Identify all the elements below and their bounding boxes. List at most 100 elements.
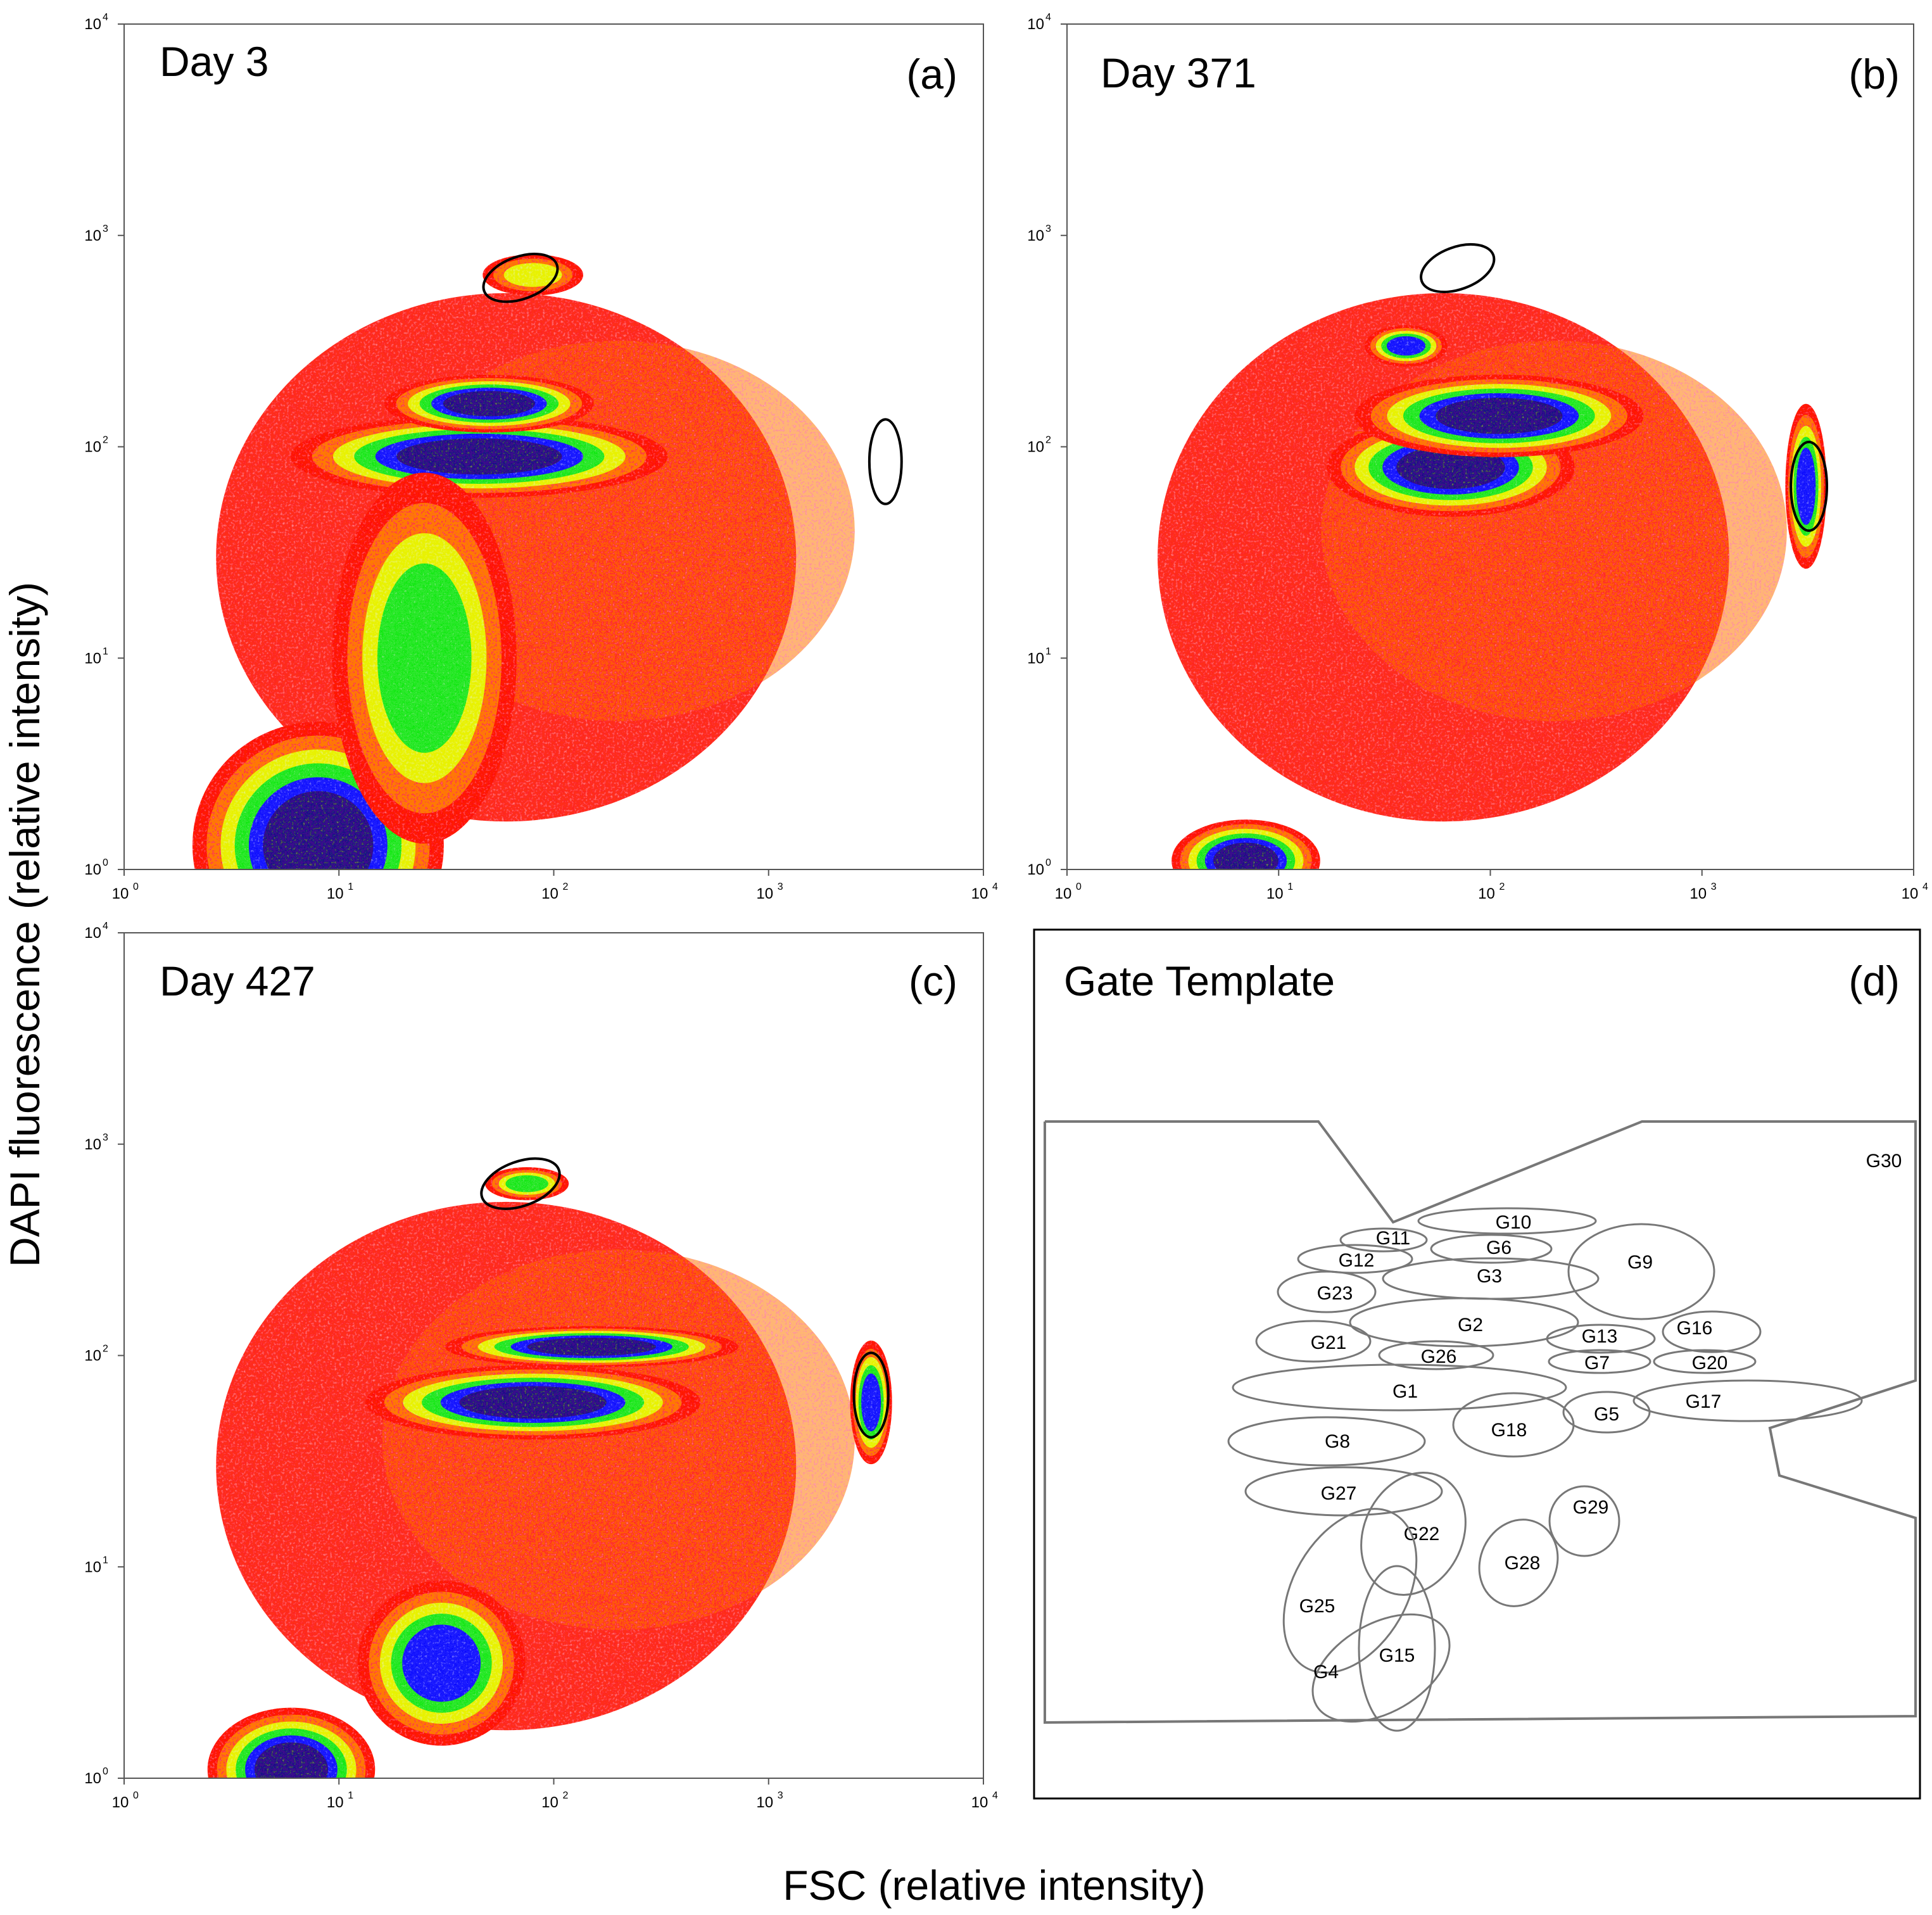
panel-a: 10 0 10 1 10 2 10 3 10 410 010 110 210 310 4 Day 3 (a) — [84, 12, 998, 902]
y-tick-label: 10 — [84, 861, 101, 878]
gate-ellipse — [1478, 1519, 1559, 1607]
x-tick-label: 10 — [112, 1794, 129, 1811]
gate-label: G3 — [1477, 1266, 1502, 1287]
x-tick-label: 10 — [971, 1794, 988, 1811]
gate-ellipse — [1255, 1320, 1372, 1363]
x-tick-label: 10 — [1689, 885, 1707, 902]
gate-label: G18 — [1491, 1420, 1527, 1441]
y-tick-label: 10 — [84, 1770, 101, 1787]
y-tick-label: 10 — [1027, 650, 1044, 667]
cluster-2 — [384, 374, 594, 433]
x-tick-exponent: 0 — [133, 1790, 139, 1801]
gate-g2: G2 — [1349, 1297, 1579, 1348]
cluster-level — [503, 263, 562, 287]
y-tick-exponent: 3 — [103, 224, 108, 234]
y-tick-exponent: 2 — [103, 435, 108, 446]
y-tick-label: 10 — [84, 439, 101, 456]
panel-a-ticks: 10 0 10 1 10 2 10 3 10 410 010 110 210 310 4 — [84, 12, 998, 902]
gate-g8: G8 — [1227, 1416, 1426, 1467]
y-tick-exponent: 3 — [1045, 224, 1051, 234]
x-tick-exponent: 2 — [563, 882, 569, 892]
gate-label: G12 — [1339, 1250, 1375, 1271]
gate-label: G13 — [1582, 1326, 1618, 1347]
cluster-level — [861, 1373, 881, 1432]
x-tick-label: 10 — [1055, 885, 1072, 902]
gate-ellipse — [1430, 1234, 1553, 1264]
y-tick-exponent: 1 — [103, 1555, 108, 1565]
gate-ellipse-1 — [868, 418, 903, 505]
gate-g9: G9 — [1567, 1223, 1715, 1320]
gate-label: G29 — [1573, 1497, 1609, 1518]
y-tick-exponent: 3 — [103, 1132, 108, 1143]
gate-ellipse — [1567, 1223, 1715, 1320]
panel-c-gates — [480, 1157, 890, 1439]
x-tick-exponent: 0 — [1076, 882, 1082, 892]
y-tick-exponent: 4 — [103, 921, 108, 932]
cluster-level — [1436, 398, 1563, 434]
panel-b: 10 0 10 1 10 2 10 3 10 410 010 110 210 310 4 Day 371 (… — [1027, 12, 1928, 902]
gate-g16: G16 — [1662, 1310, 1762, 1353]
cluster-1 — [357, 1581, 526, 1746]
gate-ellipse — [1360, 1472, 1467, 1596]
panel-b-density — [1158, 293, 1827, 869]
cluster-0 — [207, 1707, 376, 1778]
cluster-3 — [332, 472, 517, 844]
gate-g17: G17 — [1632, 1379, 1863, 1422]
x-tick-label: 10 — [756, 885, 773, 902]
gate-label: G5 — [1594, 1404, 1619, 1425]
y-tick-label: 10 — [1027, 16, 1044, 33]
gate-label: G28 — [1505, 1553, 1541, 1574]
x-tick-exponent: 2 — [1500, 882, 1505, 892]
gate-label: G4 — [1313, 1662, 1339, 1683]
gate-ellipse-1 — [1790, 440, 1829, 533]
gate-g18: G18 — [1452, 1392, 1575, 1458]
gate-ellipse — [1632, 1379, 1863, 1422]
x-tick-exponent: 4 — [1923, 882, 1928, 892]
x-tick-label: 10 — [756, 1794, 773, 1811]
panel-a-title: Day 3 — [160, 38, 268, 85]
gate-template: G10 G11 G6 G12 G3 G9 G23 G2 G16 G13 G21 G26 G7 G20 G1 G… — [1227, 1151, 1902, 1732]
cluster-level — [505, 1175, 548, 1192]
gate-label: G16 — [1677, 1318, 1713, 1339]
gate-ellipse-1 — [852, 1351, 890, 1439]
x-tick-exponent: 1 — [348, 882, 353, 892]
x-tick-exponent: 1 — [1287, 882, 1293, 892]
y-tick-exponent: 0 — [1045, 857, 1051, 868]
cluster-4 — [483, 254, 584, 296]
gate-label: G9 — [1627, 1252, 1653, 1273]
y-tick-label: 10 — [84, 227, 101, 244]
gate-ellipse — [1349, 1297, 1579, 1348]
y-tick-label: 10 — [84, 1348, 101, 1365]
gate-g7: G7 — [1548, 1349, 1651, 1374]
y-tick-label: 10 — [84, 1136, 101, 1153]
cluster-0 — [1171, 819, 1320, 869]
gate-ellipse — [1653, 1349, 1757, 1374]
density-background — [1158, 293, 1787, 822]
panel-b-gates — [1420, 243, 1829, 533]
gate-g4: G4 — [1311, 1613, 1451, 1723]
gate-g10: G10 — [1417, 1207, 1597, 1235]
panel-a-label: (a) — [906, 51, 957, 98]
x-tick-label: 10 — [541, 1794, 559, 1811]
gate-g25: G25 — [1282, 1508, 1418, 1674]
density-background — [216, 1201, 855, 1731]
gate-label: G21 — [1311, 1332, 1347, 1353]
cluster-level — [1386, 336, 1426, 356]
y-tick-exponent: 0 — [103, 857, 108, 868]
gate-ellipse — [1546, 1324, 1656, 1354]
gate-label: G8 — [1325, 1431, 1350, 1452]
gate-label: G23 — [1317, 1283, 1353, 1304]
x-tick-exponent: 3 — [1711, 882, 1717, 892]
gate-ellipse — [1232, 1363, 1567, 1412]
gate-label: G27 — [1321, 1483, 1357, 1504]
cluster-level — [254, 1742, 329, 1778]
panel-c-label: (c) — [909, 958, 957, 1004]
cluster-4 — [850, 1340, 892, 1465]
cluster-level — [402, 1624, 481, 1702]
gate-ellipse — [1282, 1508, 1418, 1674]
cluster-level — [377, 563, 472, 753]
gate-ellipse — [1311, 1613, 1451, 1723]
gate-label: G25 — [1299, 1596, 1335, 1617]
x-tick-exponent: 4 — [992, 882, 998, 892]
